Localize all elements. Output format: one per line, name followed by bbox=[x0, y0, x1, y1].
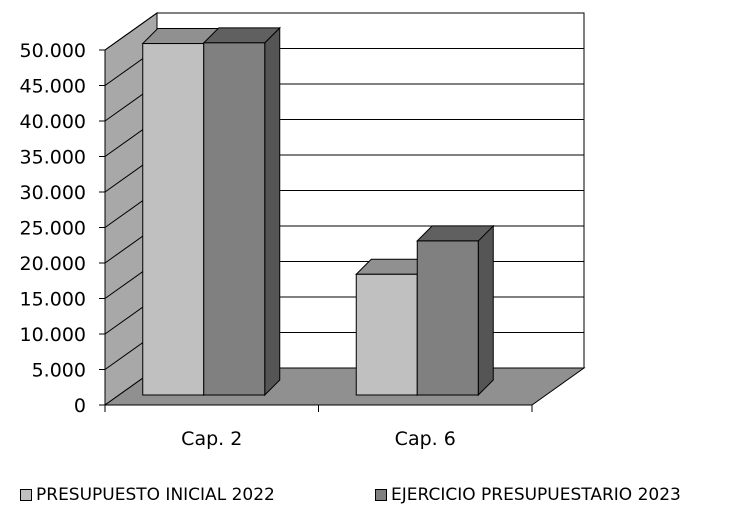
legend-label: PRESUPUESTO INICIAL 2022 bbox=[36, 485, 275, 505]
legend-swatch bbox=[20, 489, 32, 501]
bar-0-0 bbox=[142, 43, 205, 396]
bar-1-1 bbox=[416, 240, 479, 396]
y-tick-label: 35.000 bbox=[20, 147, 86, 169]
x-axis-tick-labels: Cap. 2 Cap. 6 bbox=[181, 428, 456, 450]
x-tick-label: Cap. 6 bbox=[395, 428, 456, 450]
y-tick-label: 50.000 bbox=[20, 40, 86, 62]
y-tick-label: 20.000 bbox=[20, 253, 86, 275]
bar-1-0 bbox=[203, 42, 266, 396]
bar-chart: 0 5.000 10.000 15.000 20.000 25.000 30.000 35.0… bbox=[20, 12, 586, 450]
y-tick-label: 25.000 bbox=[20, 218, 86, 240]
y-tick-label: 30.000 bbox=[20, 182, 86, 204]
bars bbox=[141, 26, 495, 397]
y-tick-label: 5.000 bbox=[32, 360, 86, 382]
y-tick-label: 40.000 bbox=[20, 111, 86, 133]
legend-swatch bbox=[375, 489, 387, 501]
y-tick-label: 10.000 bbox=[20, 324, 86, 346]
y-tick-label: 15.000 bbox=[20, 289, 86, 311]
gridline bbox=[104, 12, 584, 51]
y-tick-label: 45.000 bbox=[20, 76, 86, 98]
legend-label: EJERCICIO PRESUPUESTARIO 2023 bbox=[391, 485, 681, 505]
legend-item-ejercicio-presupuestario-2023: EJERCICIO PRESUPUESTARIO 2023 bbox=[375, 485, 681, 505]
bar-side-1-0 bbox=[264, 26, 281, 397]
legend-item-presupuesto-inicial-2022: PRESUPUESTO INICIAL 2022 bbox=[20, 485, 275, 505]
x-tick-label: Cap. 2 bbox=[181, 428, 242, 450]
y-axis-tick-labels: 0 5.000 10.000 15.000 20.000 25.000 30.000 35.0… bbox=[20, 40, 86, 417]
y-tick-label: 0 bbox=[74, 395, 86, 417]
bar-side-1-1 bbox=[477, 224, 494, 397]
axes bbox=[99, 49, 533, 412]
bar-0-1 bbox=[355, 273, 418, 396]
